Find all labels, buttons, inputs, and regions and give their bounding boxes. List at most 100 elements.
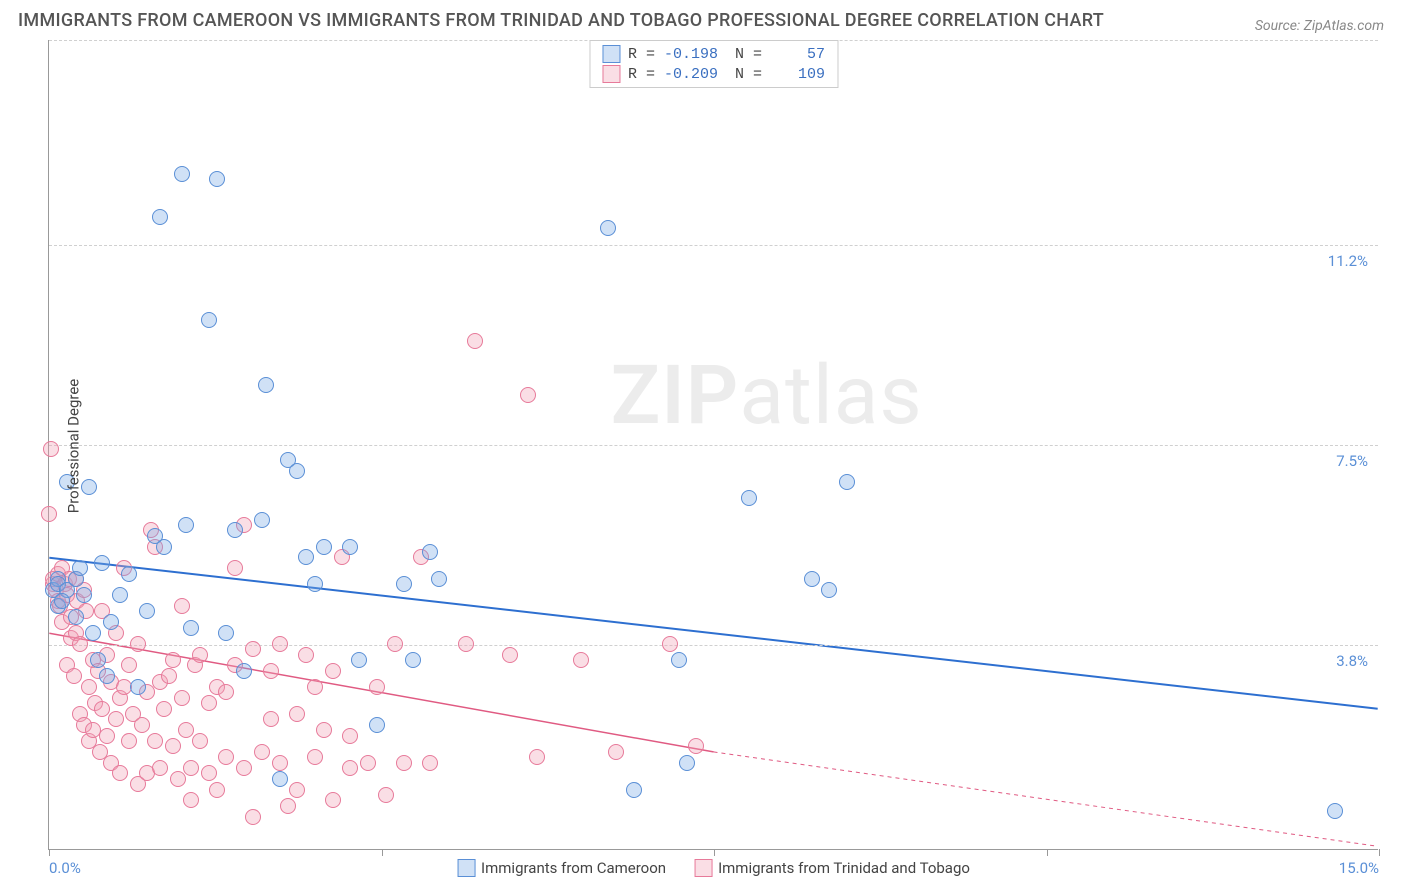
data-point [342, 760, 358, 776]
data-point [254, 512, 270, 528]
data-point [307, 679, 323, 695]
legend-label-2: Immigrants from Trinidad and Tobago [718, 859, 970, 877]
data-point [405, 652, 421, 668]
n-value-1: 57 [770, 46, 825, 63]
data-point [227, 560, 243, 576]
data-point [183, 760, 199, 776]
data-point [152, 760, 168, 776]
trend-line-1 [49, 558, 1377, 709]
n-value-2: 109 [770, 66, 825, 83]
data-point [236, 663, 252, 679]
data-point [573, 652, 589, 668]
data-point [134, 717, 150, 733]
n-label: N = [726, 46, 762, 63]
data-point [85, 625, 101, 641]
data-point [839, 474, 855, 490]
swatch-series1 [602, 45, 620, 63]
data-point [165, 738, 181, 754]
legend-swatch-1 [457, 859, 475, 877]
stats-legend: R = -0.198 N = 57 R = -0.209 N = 109 [589, 40, 838, 88]
data-point [41, 506, 57, 522]
data-point [679, 755, 695, 771]
swatch-series2 [602, 65, 620, 83]
data-point [218, 684, 234, 700]
trend-line-2-dashed [714, 752, 1378, 846]
data-point [289, 463, 305, 479]
data-point [307, 749, 323, 765]
xtick-label: 0.0% [49, 859, 81, 877]
data-point [54, 593, 70, 609]
chart-title: IMMIGRANTS FROM CAMEROON VS IMMIGRANTS F… [18, 10, 1104, 31]
data-point [387, 636, 403, 652]
data-point [688, 738, 704, 754]
data-point [94, 555, 110, 571]
data-point [422, 755, 438, 771]
data-point [156, 701, 172, 717]
data-point [821, 582, 837, 598]
data-point [99, 668, 115, 684]
data-point [289, 782, 305, 798]
ytick-label: 3.8% [1336, 652, 1368, 670]
data-point [298, 647, 314, 663]
data-point [201, 312, 217, 328]
ytick-label: 7.5% [1336, 452, 1368, 470]
stats-row-1: R = -0.198 N = 57 [602, 45, 825, 63]
data-point [72, 560, 88, 576]
data-point [351, 652, 367, 668]
legend-item-1: Immigrants from Cameroon [457, 859, 666, 877]
data-point [307, 576, 323, 592]
r-value-1: -0.198 [663, 46, 718, 63]
data-point [201, 695, 217, 711]
data-point [147, 733, 163, 749]
data-point [245, 809, 261, 825]
data-point [369, 679, 385, 695]
data-point [431, 571, 447, 587]
xtick-label: 15.0% [1339, 859, 1379, 877]
data-point [289, 706, 305, 722]
data-point [316, 539, 332, 555]
data-point [325, 792, 341, 808]
data-point [1327, 803, 1343, 819]
data-point [236, 760, 252, 776]
data-point [112, 765, 128, 781]
data-point [156, 539, 172, 555]
data-point [174, 690, 190, 706]
data-point [272, 636, 288, 652]
data-point [121, 566, 137, 582]
data-point [263, 663, 279, 679]
data-point [81, 679, 97, 695]
data-point [165, 652, 181, 668]
data-point [245, 641, 261, 657]
gridline [49, 245, 1378, 246]
xtick [382, 849, 383, 856]
data-point [741, 490, 757, 506]
data-point [170, 771, 186, 787]
data-point [192, 733, 208, 749]
data-point [43, 441, 59, 457]
data-point [600, 220, 616, 236]
data-point [218, 625, 234, 641]
data-point [369, 717, 385, 733]
data-point [458, 636, 474, 652]
data-point [209, 782, 225, 798]
xtick [714, 849, 715, 856]
xtick [1047, 849, 1048, 856]
data-point [99, 728, 115, 744]
data-point [316, 722, 332, 738]
data-point [254, 744, 270, 760]
data-point [152, 209, 168, 225]
data-point [130, 679, 146, 695]
data-point [178, 517, 194, 533]
data-point [360, 755, 376, 771]
data-point [520, 387, 536, 403]
data-point [671, 652, 687, 668]
data-point [209, 171, 225, 187]
r-value-2: -0.209 [663, 66, 718, 83]
data-point [183, 620, 199, 636]
source-label: Source: ZipAtlas.com [1255, 18, 1384, 34]
data-point [68, 609, 84, 625]
data-point [139, 603, 155, 619]
data-point [467, 333, 483, 349]
data-point [218, 749, 234, 765]
data-point [263, 711, 279, 727]
